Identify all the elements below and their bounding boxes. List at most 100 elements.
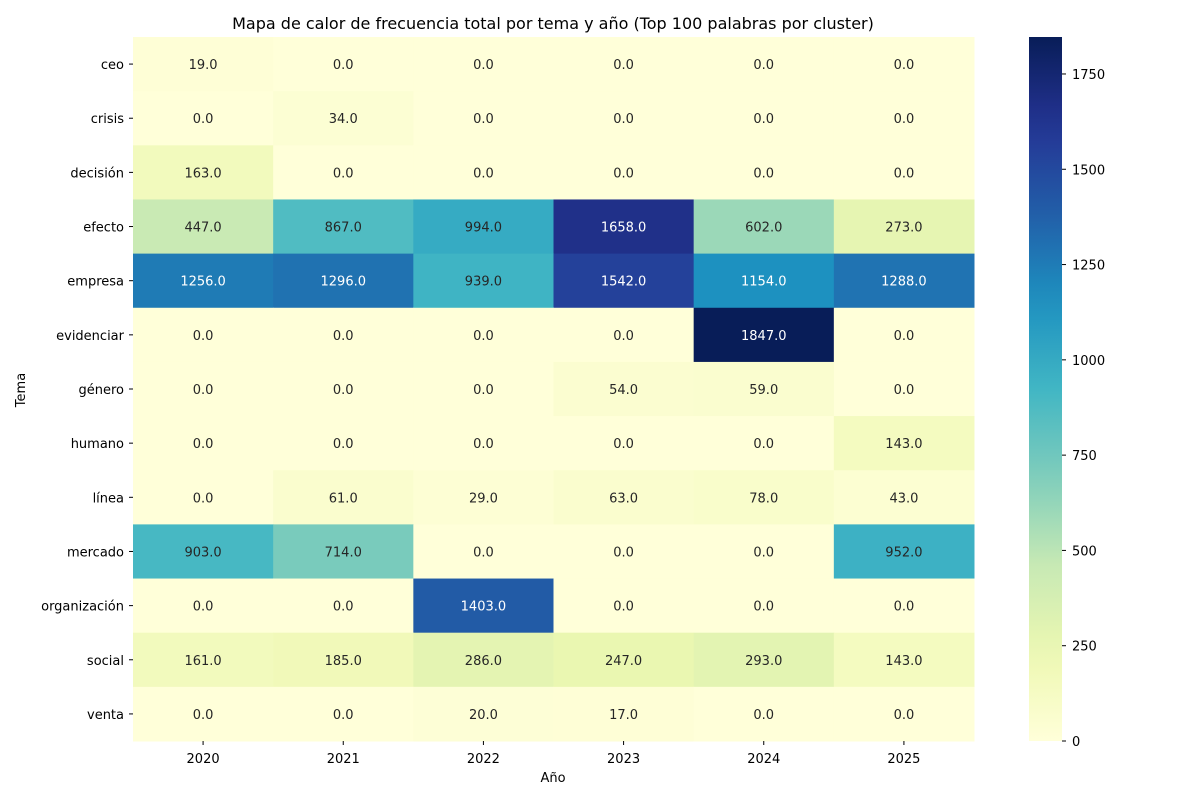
heatmap-cell [133,307,274,363]
heatmap-cell [413,199,554,255]
heatmap-cell [133,416,274,471]
cell-value-label: 0.0 [473,383,494,398]
heatmap-cell [413,361,554,417]
cell-value-label: 0.0 [613,58,634,73]
cell-value-label: 1288.0 [881,275,927,290]
cell-value-label: 0.0 [193,112,214,127]
cell-value-label: 0.0 [613,112,634,127]
heatmap-cell [273,686,414,742]
chart-title: Mapa de calor de frecuencia total por te… [232,14,874,33]
y-tick-label: género [79,383,125,398]
cell-value-label: 143.0 [885,654,922,669]
cell-value-label: 0.0 [613,600,634,615]
cell-value-label: 0.0 [473,545,494,560]
cell-value-label: 78.0 [749,491,778,506]
heatmap-cell [413,145,554,200]
cell-value-label: 1154.0 [741,275,787,290]
colorbar: 0 250 500 750 1000 1250 1500 1750 [1029,37,1105,750]
heatmap-cell [833,145,975,200]
y-tick-label: ceo [101,58,124,73]
y-tick-label: venta [87,708,124,723]
heatmap-cell [413,416,554,471]
heatmap-cell [833,253,975,309]
heatmap-cell [553,361,695,417]
cell-value-label: 602.0 [745,221,782,236]
heatmap-cell [693,470,835,525]
y-tick-label: humano [71,437,124,452]
cell-value-label: 0.0 [193,708,214,723]
cell-value-label: 0.0 [753,545,774,560]
cell-value-label: 0.0 [333,600,354,615]
heatmap-cell [133,578,274,634]
cell-value-label: 143.0 [885,437,922,452]
cell-value-label: 0.0 [753,166,774,181]
heatmap-cell [273,416,414,471]
heatmap-cell [693,145,835,200]
cell-value-label: 867.0 [325,221,362,236]
cell-value-label: 0.0 [473,58,494,73]
cell-value-label: 0.0 [753,58,774,73]
heatmap-cell [133,145,274,200]
colorbar-tick-label: 1750 [1072,68,1105,83]
heatmap-cell [693,361,835,417]
cell-value-label: 0.0 [753,112,774,127]
cell-value-label: 714.0 [325,545,362,560]
cell-value-label: 0.0 [753,600,774,615]
cell-value-label: 0.0 [613,437,634,452]
heatmap-cell [833,632,975,688]
cell-value-label: 43.0 [889,491,918,506]
heatmap-cell [553,145,695,200]
colorbar-tick-label: 750 [1072,449,1097,464]
heatmap-cell [273,199,414,255]
cell-value-label: 0.0 [193,383,214,398]
heatmap-cell [413,632,554,688]
cell-value-label: 0.0 [473,166,494,181]
heatmap-cell [833,578,975,634]
heatmap-cell [693,524,835,580]
x-tick-label: 2020 [187,752,220,767]
cell-value-label: 0.0 [473,437,494,452]
heatmap-cell [133,199,274,255]
heatmap-cell [553,416,695,471]
y-tick-label: decisión [70,166,124,181]
heatmap-cell [553,632,695,688]
cell-value-label: 0.0 [333,383,354,398]
heatmap-cell [553,37,695,92]
y-axis-label: Tema [14,373,29,408]
cell-value-label: 939.0 [465,275,502,290]
cell-value-label: 0.0 [753,708,774,723]
heatmap-cell [553,578,695,634]
heatmap-cell [133,524,274,580]
cell-value-label: 63.0 [609,491,638,506]
cell-value-label: 0.0 [894,383,915,398]
heatmap-cell [273,361,414,417]
cell-value-label: 0.0 [333,437,354,452]
y-tick-label: mercado [67,545,124,560]
heatmap-cell [133,37,274,92]
x-axis-ticks: 2020 2021 2022 2023 2024 2025 [187,741,920,767]
colorbar-tick-label: 1250 [1072,259,1105,274]
x-tick-label: 2025 [887,752,920,767]
cell-value-label: 19.0 [189,58,218,73]
y-tick-label: evidenciar [56,329,125,344]
cell-value-label: 0.0 [613,545,634,560]
y-axis-ticks: ceo crisis decisión efecto empresa evidenciar… [41,58,133,723]
cell-value-label: 0.0 [473,329,494,344]
cell-value-label: 286.0 [465,654,502,669]
heatmap-cell [553,470,695,525]
y-tick-label: línea [93,491,124,506]
heatmap-cell [273,524,414,580]
heatmap-cell [833,416,975,471]
heatmap-cell [413,91,554,146]
colorbar-tick-label: 1500 [1072,163,1105,178]
cell-value-label: 1847.0 [741,329,787,344]
heatmap-cell [273,253,414,309]
heatmap-cell [693,307,835,363]
colorbar-tick-label: 250 [1072,640,1097,655]
cell-value-label: 20.0 [469,708,498,723]
heatmap-cell [833,686,975,742]
cell-value-label: 1658.0 [601,221,647,236]
heatmap-cell [553,524,695,580]
cell-value-label: 1542.0 [601,275,647,290]
